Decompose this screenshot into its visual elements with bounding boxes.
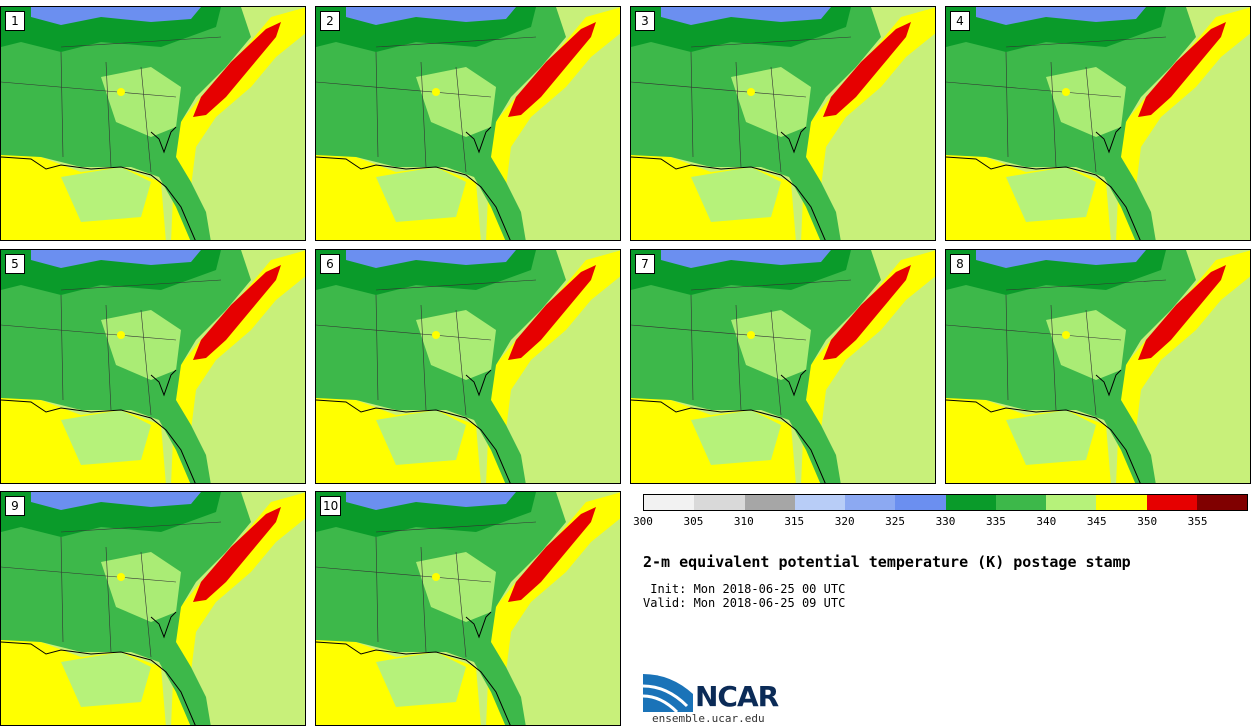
colorbar-segment-6 xyxy=(945,495,996,510)
postage-stamp-panel-5: 5 xyxy=(0,249,306,484)
member-label: 2 xyxy=(320,11,340,31)
colorbar-segment-10 xyxy=(1146,495,1197,510)
postage-stamp-panel-4: 4 xyxy=(945,6,1251,241)
member-label: 1 xyxy=(5,11,25,31)
time-info: Init: Mon 2018-06-25 00 UTC Valid: Mon 2… xyxy=(643,582,845,610)
colorbar-tick-label: 340 xyxy=(1036,515,1057,528)
postage-stamp-panel-6: 6 xyxy=(315,249,621,484)
member-label: 8 xyxy=(950,254,970,274)
colorbar-segment-9 xyxy=(1096,495,1147,510)
member-label: 3 xyxy=(635,11,655,31)
postage-stamp-panel-2: 2 xyxy=(315,6,621,241)
colorbar xyxy=(643,494,1248,511)
map-title: 2-m equivalent potential temperature (K)… xyxy=(643,553,1131,571)
colorbar-ticks: 300 305 310 315 320 325 330 335 340 345 350 355 xyxy=(633,515,1248,529)
valid-time: Valid: Mon 2018-06-25 09 UTC xyxy=(643,596,846,610)
ncar-logo-icon xyxy=(643,674,693,714)
colorbar-segment-0 xyxy=(644,495,695,510)
logo-name: NCAR xyxy=(695,680,779,713)
colorbar-tick-label: 325 xyxy=(885,515,906,528)
postage-stamp-panel-8: 8 xyxy=(945,249,1251,484)
colorbar-tick-label: 315 xyxy=(784,515,805,528)
postage-stamp-panel-7: 7 xyxy=(630,249,936,484)
colorbar-segment-1 xyxy=(694,495,745,510)
colorbar-tick-label: 300 xyxy=(633,515,653,528)
colorbar-tick-label: 345 xyxy=(1086,515,1107,528)
member-label: 10 xyxy=(320,496,342,516)
colorbar-tick-label: 335 xyxy=(985,515,1006,528)
colorbar-segment-7 xyxy=(995,495,1046,510)
colorbar-tick-label: 310 xyxy=(733,515,754,528)
colorbar-segment-3 xyxy=(794,495,845,510)
colorbar-segment-11 xyxy=(1196,495,1247,510)
colorbar-tick-label: 350 xyxy=(1137,515,1158,528)
colorbar-tick-label: 305 xyxy=(683,515,704,528)
postage-stamp-panel-9: 9 xyxy=(0,491,306,726)
logo-url: ensemble.ucar.edu xyxy=(652,712,765,725)
member-label: 9 xyxy=(5,496,25,516)
member-label: 4 xyxy=(950,11,970,31)
colorbar-segment-8 xyxy=(1046,495,1097,510)
init-time: Init: Mon 2018-06-25 00 UTC xyxy=(643,582,846,596)
colorbar-segment-2 xyxy=(744,495,795,510)
postage-stamp-panel-10: 10 xyxy=(315,491,621,726)
colorbar-segment-4 xyxy=(845,495,896,510)
postage-stamp-panel-1: 1 xyxy=(0,6,306,241)
member-label: 6 xyxy=(320,254,340,274)
postage-stamp-panel-3: 3 xyxy=(630,6,936,241)
member-label: 5 xyxy=(5,254,25,274)
colorbar-tick-label: 330 xyxy=(935,515,956,528)
member-label: 7 xyxy=(635,254,655,274)
colorbar-tick-label: 355 xyxy=(1187,515,1208,528)
colorbar-tick-label: 320 xyxy=(834,515,855,528)
colorbar-segment-5 xyxy=(895,495,946,510)
